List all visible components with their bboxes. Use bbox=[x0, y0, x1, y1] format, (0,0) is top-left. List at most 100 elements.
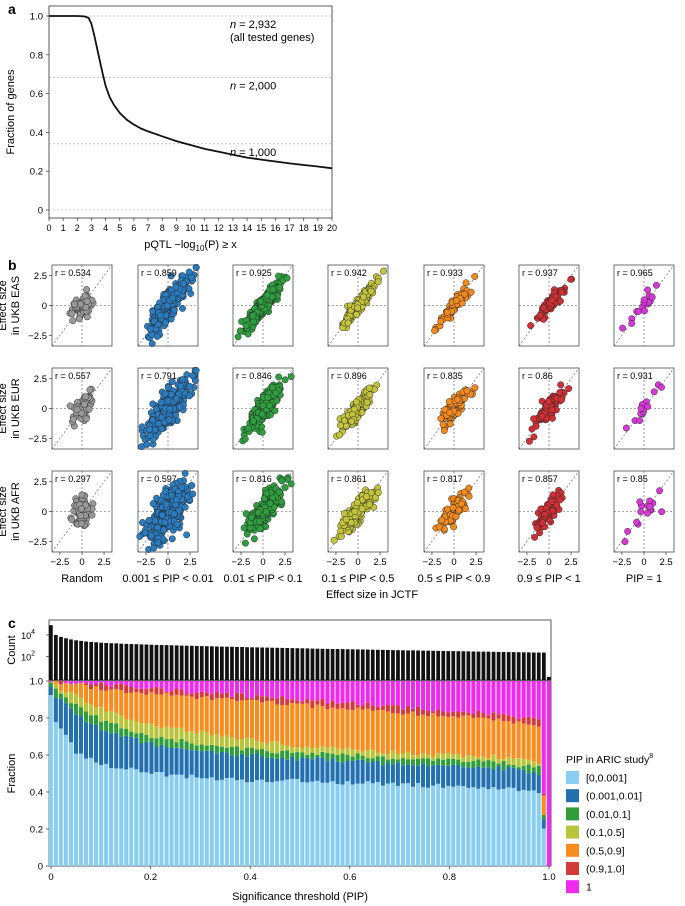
bar-segment bbox=[275, 753, 280, 759]
bar-segment bbox=[380, 756, 385, 766]
points bbox=[240, 474, 295, 547]
bar-segment bbox=[204, 750, 209, 779]
bar-segment bbox=[84, 758, 89, 866]
data-point bbox=[269, 384, 277, 391]
data-point bbox=[161, 518, 169, 526]
bar-segment bbox=[78, 697, 83, 708]
data-point bbox=[153, 332, 161, 340]
bar-segment bbox=[516, 769, 521, 792]
correlation-label: r = 0.861 bbox=[331, 474, 367, 484]
count-bar bbox=[370, 649, 375, 680]
bar-segment bbox=[169, 681, 174, 692]
bar-segment bbox=[310, 748, 315, 753]
bar-segment bbox=[129, 719, 134, 732]
bar-segment bbox=[114, 732, 119, 769]
stacked-bar bbox=[48, 681, 53, 866]
data-point bbox=[366, 391, 374, 399]
bar-segment bbox=[214, 746, 219, 754]
data-point bbox=[189, 490, 197, 498]
data-point bbox=[141, 529, 149, 537]
data-point bbox=[86, 386, 94, 394]
data-point bbox=[461, 505, 469, 513]
data-point bbox=[439, 421, 447, 428]
stacked-bar bbox=[436, 681, 441, 866]
bar-segment bbox=[531, 771, 536, 791]
data-point bbox=[549, 507, 557, 515]
bar-segment bbox=[209, 744, 214, 751]
bar-segment bbox=[194, 733, 199, 746]
bar-segment bbox=[390, 750, 395, 759]
data-point bbox=[254, 508, 262, 516]
bar-segment bbox=[365, 758, 370, 763]
bar-segment bbox=[189, 750, 194, 775]
bar-segment bbox=[436, 709, 441, 717]
bar-segment bbox=[189, 743, 194, 751]
count-bar bbox=[531, 652, 536, 680]
correlation-label: r = 0.933 bbox=[427, 268, 463, 278]
count-bar bbox=[350, 649, 355, 680]
bar-segment bbox=[461, 711, 466, 716]
data-point bbox=[181, 503, 189, 511]
bar-segment bbox=[275, 781, 280, 866]
bar-segment bbox=[89, 704, 94, 716]
data-point bbox=[173, 395, 181, 403]
bar-segment bbox=[320, 751, 325, 758]
bar-segment bbox=[501, 721, 506, 760]
bar-segment bbox=[375, 681, 380, 707]
x-tick-label: 2.5 bbox=[659, 557, 672, 568]
data-point bbox=[637, 404, 645, 412]
data-point bbox=[179, 304, 186, 312]
count-bar bbox=[411, 650, 415, 680]
stacked-bar bbox=[234, 681, 239, 866]
bar-segment bbox=[104, 711, 109, 721]
bar-segment bbox=[53, 697, 58, 722]
x-tick-label: 2 bbox=[75, 223, 80, 233]
stacked-bar bbox=[335, 681, 340, 866]
bar-segment bbox=[426, 787, 431, 866]
x-tick-label: 2.5 bbox=[183, 557, 196, 568]
bar-segment bbox=[370, 705, 375, 711]
scatter-subplot: r = 0.861 −2.5 0 2.5 0.1 ≤ PIP < 0.5 bbox=[322, 470, 394, 585]
bar-segment bbox=[395, 759, 400, 763]
bar-segment bbox=[410, 765, 415, 787]
bar-segment bbox=[144, 694, 149, 724]
bar-segment bbox=[325, 761, 330, 783]
bar-segment bbox=[78, 683, 83, 698]
bar-segment bbox=[421, 753, 426, 759]
data-point bbox=[157, 312, 165, 319]
bar-segment bbox=[250, 699, 255, 739]
bar-segment bbox=[94, 762, 99, 866]
bar-segment bbox=[280, 758, 285, 781]
stacked-bar bbox=[209, 681, 214, 866]
data-point bbox=[287, 373, 295, 381]
bar-segment bbox=[315, 755, 320, 757]
bar-segment bbox=[199, 697, 204, 731]
bar-segment bbox=[184, 778, 189, 866]
bar-segment bbox=[285, 779, 290, 866]
stacked-bar bbox=[526, 681, 531, 866]
count-bar bbox=[476, 651, 481, 680]
count-bar bbox=[516, 652, 521, 680]
x-tick-label: 5 bbox=[117, 223, 122, 233]
data-point bbox=[69, 415, 77, 423]
correlation-label: r = 0.85 bbox=[617, 474, 648, 484]
bar-segment bbox=[189, 681, 194, 694]
bar-segment bbox=[194, 777, 199, 866]
bar-segment bbox=[476, 788, 481, 866]
bar-segment bbox=[521, 769, 526, 790]
bar-segment bbox=[345, 761, 350, 782]
bar-segment bbox=[214, 780, 219, 866]
column-label: 0.5 ≤ PIP < 0.9 bbox=[418, 573, 491, 585]
bar-segment bbox=[219, 698, 224, 737]
bar-segment bbox=[400, 783, 405, 866]
bar-segment bbox=[496, 714, 501, 719]
bar-segment bbox=[224, 697, 229, 736]
count-bar bbox=[542, 652, 546, 680]
y-tick-label: 0.8 bbox=[30, 50, 43, 61]
data-point bbox=[365, 384, 373, 392]
bar-segment bbox=[400, 681, 405, 710]
count-bar bbox=[74, 640, 78, 680]
panel-label-a: a bbox=[8, 1, 16, 17]
bar-segment bbox=[239, 779, 244, 866]
bar-segment bbox=[244, 681, 249, 698]
